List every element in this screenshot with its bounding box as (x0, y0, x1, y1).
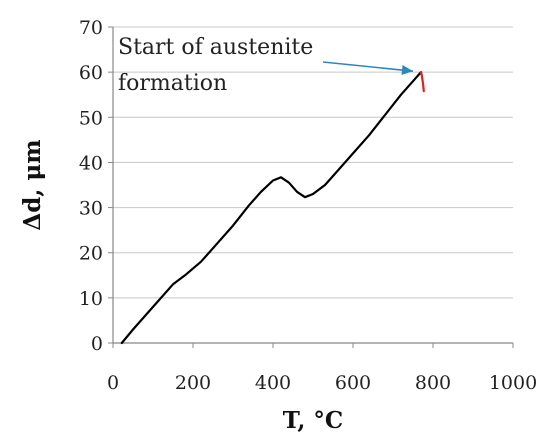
y-tick-label: 70 (79, 17, 103, 39)
annotation-arrow-line (322, 61, 414, 72)
x-tick-label: 200 (175, 372, 211, 394)
y-tick-label: 30 (79, 198, 103, 220)
annotation-label: Start of austenite (118, 35, 313, 60)
x-tick-label: 400 (255, 372, 291, 394)
text-layer: 0 10 20 30 40 50 60 70 0 200 400 600 800 1000 T, °C Δd,… (19, 17, 537, 434)
y-axis-title: Δd, μm (19, 139, 46, 230)
cooling-curve-line (419, 70, 425, 93)
y-tick-label: 60 (79, 62, 103, 84)
axes (108, 26, 514, 348)
y-tick-label: 20 (79, 243, 103, 265)
grid-lines (113, 26, 513, 299)
heating-curve-line (120, 70, 423, 345)
y-tick-label: 40 (79, 152, 103, 174)
annotation-label: formation (118, 71, 227, 96)
y-tick-label: 50 (79, 107, 103, 129)
y-tick-label: 0 (91, 333, 103, 355)
x-tick-label: 0 (107, 372, 119, 394)
x-axis-title: T, °C (283, 407, 343, 434)
y-tick-label: 10 (79, 288, 103, 310)
annotation-layer (322, 61, 414, 76)
x-tick-label: 600 (335, 372, 371, 394)
series-layer (120, 70, 425, 345)
x-tick-label: 1000 (489, 372, 537, 394)
annotation-arrow-head (401, 65, 413, 76)
x-tick-label: 800 (415, 372, 451, 394)
